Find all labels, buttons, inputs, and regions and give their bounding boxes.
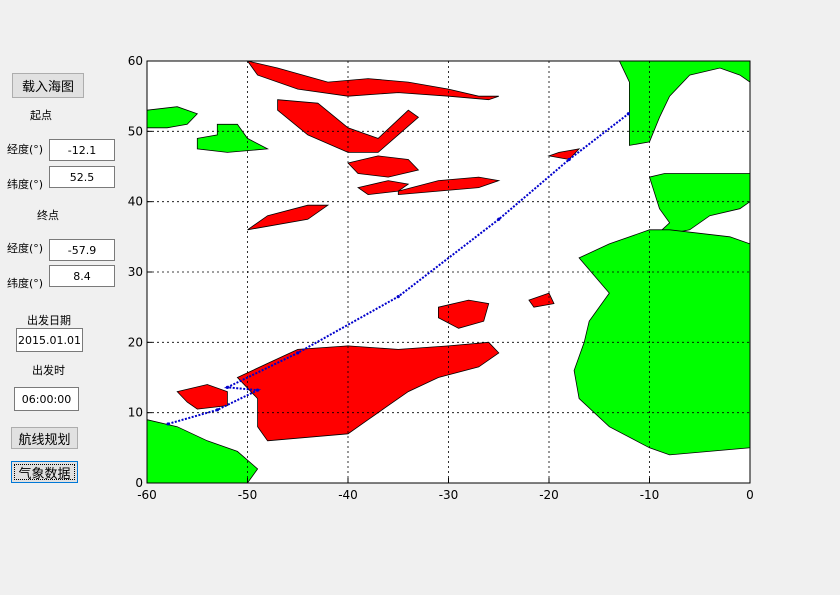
x-tick-label-3: -30 [439,488,459,502]
y-tick-label-1: 10 [128,406,143,420]
hazard-area-3 [357,180,410,196]
hazard-area-7 [437,299,490,329]
land-mass-3 [618,60,751,146]
depart-date-label: 出发日期 [27,314,71,327]
hazard-area-2 [347,155,420,178]
y-tick-label-4: 40 [128,195,143,209]
depart-time-field[interactable]: 06:00:00 [14,387,79,411]
route-waypoint-4 [296,351,300,355]
start-point-label: 起点 [30,109,52,122]
end-latitude-field[interactable]: 8.4 [49,265,115,287]
hazard-area-5 [247,204,330,231]
y-tick-label-5: 50 [128,124,143,138]
route-waypoint-5 [396,295,400,299]
x-tick-label-4: -20 [539,488,559,502]
y-tick-label-0: 0 [135,476,143,490]
end-latitude-label: 纬度(°) [7,277,44,290]
route-plan-button[interactable]: 航线规划 [11,427,78,449]
end-longitude-label: 经度(°) [7,242,44,255]
x-tick-label-5: -10 [640,488,660,502]
y-tick-label-2: 20 [128,335,143,349]
route-waypoint-0 [166,422,170,426]
hazard-area-0 [246,60,499,101]
hazard-layer [176,60,581,442]
start-latitude-field[interactable]: 52.5 [49,166,115,188]
weather-data-button[interactable]: 气象数据 [11,461,78,483]
depart-time-label: 出发时 [32,364,65,377]
end-point-label: 终点 [37,209,59,222]
hazard-area-1 [277,99,420,153]
route-layer [166,112,630,426]
start-longitude-label: 经度(°) [7,143,44,156]
y-tick-label-3: 30 [128,265,143,279]
hazard-area-10 [176,384,228,410]
end-longitude-field[interactable]: -57.9 [49,239,115,261]
x-tick-label-6: 0 [746,488,754,502]
route-waypoint-6 [497,217,501,221]
route-waypoint-1 [215,408,219,412]
route-waypoint-7 [567,157,571,162]
x-tick-label-1: -50 [238,488,258,502]
hazard-area-4 [397,176,501,196]
hazard-area-9 [236,341,500,442]
route-waypoint-2 [255,388,260,392]
depart-date-field[interactable]: 2015.01.01 [16,328,83,352]
route-waypoint-3 [225,385,229,389]
x-tick-label-0: -60 [137,488,157,502]
x-tick-label-2: -40 [338,488,358,502]
x-tick-labels: -60 -50 -40 -30 -20 -10 0 [137,478,754,502]
hazard-area-8 [528,292,555,308]
start-longitude-field[interactable]: -12.1 [49,139,115,161]
y-tick-label-6: 60 [128,54,143,68]
y-tick-labels: 0 10 20 30 40 50 60 [128,54,152,490]
load-chart-button[interactable]: 载入海图 [12,73,84,98]
route-waypoint-8 [626,112,630,116]
land-mass-4 [648,173,751,238]
start-latitude-label: 纬度(°) [7,178,44,191]
grid-layer [147,61,750,483]
